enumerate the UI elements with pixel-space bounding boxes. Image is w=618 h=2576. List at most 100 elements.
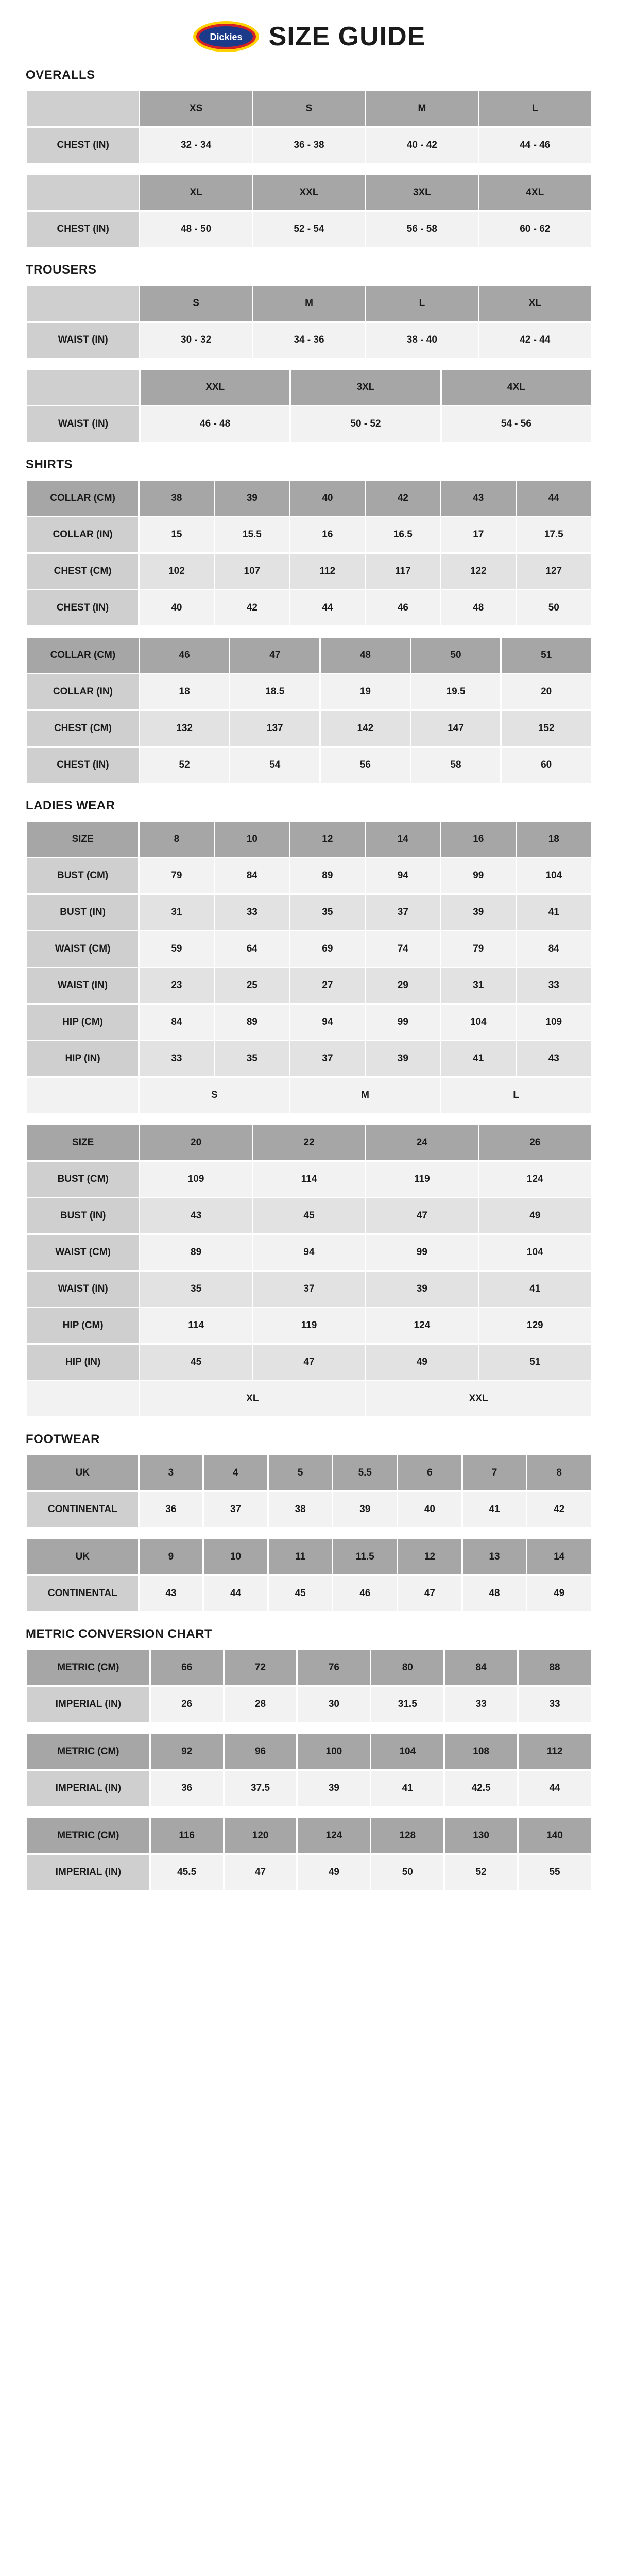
value-cell: 37.5 [225,1771,297,1806]
size-header: XL [140,175,251,210]
size-header: 4 [204,1455,267,1490]
value-cell: 28 [225,1687,297,1722]
row-label: SIZE [27,1125,139,1160]
size-header: 128 [371,1818,443,1853]
value-cell: 55 [519,1855,591,1890]
value-cell: 44 - 46 [479,128,591,163]
row-label: COLLAR (CM) [27,481,138,516]
table-metric-2: METRIC (CM)9296100104108112IMPERIAL (IN)… [26,1733,592,1807]
value-cell: 48 [463,1576,526,1611]
row-label: WAIST (IN) [27,406,139,442]
table-row: WAIST (IN)232527293133 [27,968,591,1003]
size-header: 66 [151,1650,223,1685]
table-row: CHEST (IN) 48 - 50 52 - 54 56 - 58 60 - … [27,212,591,247]
value-cell: 47 [398,1576,461,1611]
row-label: WAIST (IN) [27,1272,139,1307]
row-label: CHEST (IN) [27,590,138,625]
value-cell: 112 [290,554,364,589]
section-title-ladies: LADIES WEAR [26,799,592,813]
size-header: 13 [463,1539,526,1574]
value-cell: 122 [441,554,515,589]
row-label: IMPERIAL (IN) [27,1855,149,1890]
value-cell: 33 [519,1687,591,1722]
value-cell: 48 [441,590,515,625]
size-header: 20 [140,1125,251,1160]
value-cell: 132 [140,711,229,746]
value-cell: 37 [290,1041,364,1076]
table-trousers-2: XXL 3XL 4XL WAIST (IN) 46 - 48 50 - 52 5… [26,368,592,443]
value-cell: 94 [366,858,440,893]
value-cell: 33 [445,1687,517,1722]
size-header: 130 [445,1818,517,1853]
value-cell: 38 - 40 [366,323,477,358]
logo-text: Dickies [210,32,242,42]
table-overalls-1: XS S M L CHEST (IN) 32 - 34 36 - 38 40 -… [26,90,592,164]
value-cell: 32 - 34 [140,128,251,163]
size-header: 14 [366,822,440,857]
value-cell: 58 [411,748,501,783]
size-header: 47 [230,638,319,673]
value-cell: 41 [517,895,591,930]
size-header: 43 [441,481,515,516]
row-label: COLLAR (IN) [27,517,138,552]
value-cell: 137 [230,711,319,746]
value-cell: 40 - 42 [366,128,477,163]
value-cell: 50 [517,590,591,625]
value-cell: 69 [290,931,364,967]
table-row: COLLAR (IN)1818.51919.520 [27,674,591,709]
row-label: IMPERIAL (IN) [27,1771,149,1806]
row-label: METRIC (CM) [27,1734,149,1769]
value-cell: 152 [502,711,591,746]
table-row: COLLAR (CM)383940424344 [27,481,591,516]
table-row: XL XXL 3XL 4XL [27,175,591,210]
value-cell: 60 - 62 [479,212,591,247]
section-title-metric: METRIC CONVERSION CHART [26,1627,592,1641]
size-header: 112 [519,1734,591,1769]
value-cell: 44 [290,590,364,625]
value-cell: 104 [441,1005,515,1040]
table-ladies-1: SIZE81012141618BUST (CM)7984899499104BUS… [26,820,592,1114]
value-cell: 33 [215,895,289,930]
size-header: L [366,286,477,321]
value-cell: 49 [479,1198,591,1233]
table-overalls-2: XL XXL 3XL 4XL CHEST (IN) 48 - 50 52 - 5… [26,174,592,248]
blank-cell [27,286,139,321]
size-header: 3XL [366,175,477,210]
value-cell: 64 [215,931,289,967]
table-trousers-1: S M L XL WAIST (IN) 30 - 32 34 - 36 38 -… [26,284,592,359]
row-label: IMPERIAL (IN) [27,1687,149,1722]
table-row: WAIST (CM)596469747984 [27,931,591,967]
value-cell: 36 [140,1492,203,1527]
value-cell: 27 [290,968,364,1003]
value-cell: 42 - 44 [479,323,591,358]
value-cell: 48 - 50 [140,212,251,247]
row-label: WAIST (CM) [27,931,138,967]
value-cell: 45.5 [151,1855,223,1890]
size-header: 11.5 [333,1539,397,1574]
size-header: M [253,286,365,321]
row-label: UK [27,1455,138,1490]
value-cell: 84 [517,931,591,967]
value-cell: 49 [298,1855,370,1890]
value-cell: 29 [366,968,440,1003]
section-title-trousers: TROUSERS [26,263,592,277]
table-row: METRIC (CM)9296100104108112 [27,1734,591,1769]
row-label: BUST (CM) [27,1162,139,1197]
value-cell: 35 [215,1041,289,1076]
value-cell: 16.5 [366,517,440,552]
table-row: SIZE81012141618 [27,822,591,857]
value-cell: 74 [366,931,440,967]
table-row: BUST (CM)109114119124 [27,1162,591,1197]
size-header: 84 [445,1650,517,1685]
value-cell: 47 [366,1198,477,1233]
size-footer: XXL [366,1381,591,1416]
brand-logo: Dickies [193,21,260,53]
size-header: 4XL [442,370,591,405]
table-row: IMPERIAL (IN)45.54749505255 [27,1855,591,1890]
value-cell: 54 - 56 [442,406,591,442]
value-cell: 19.5 [411,674,501,709]
value-cell: 37 [366,895,440,930]
table-row: BUST (IN)43454749 [27,1198,591,1233]
value-cell: 54 [230,748,319,783]
value-cell: 46 - 48 [141,406,289,442]
